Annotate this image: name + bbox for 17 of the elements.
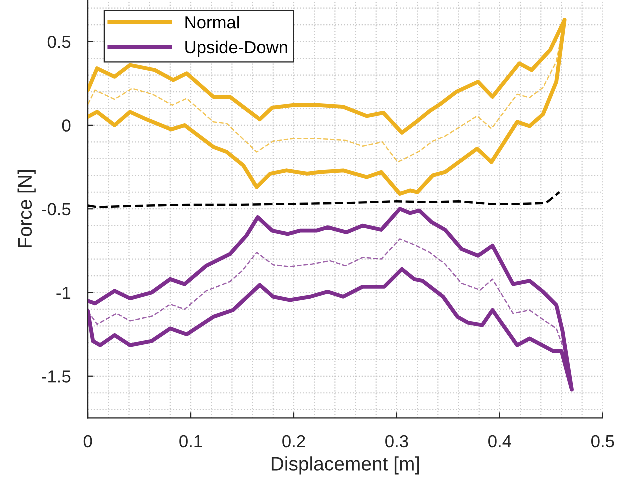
y-axis-title: Force [N] xyxy=(18,170,36,248)
y-tick-label: -1.5 xyxy=(42,370,71,383)
y-tick-label: 0 xyxy=(62,120,71,132)
y-tick-label: 0.5 xyxy=(48,36,71,48)
line-series xyxy=(88,18,567,196)
y-tick-label: -1 xyxy=(56,287,71,300)
line-series xyxy=(88,191,561,209)
legend-label: Normal xyxy=(186,16,240,29)
y-tick-label: -0.5 xyxy=(42,203,71,216)
x-tick-label: 0.2 xyxy=(282,435,306,448)
x-tick-label: 0.1 xyxy=(180,435,202,448)
x-tick-label: 0.3 xyxy=(386,435,408,448)
x-tick-label: 0.4 xyxy=(488,435,512,448)
x-axis-title: Displacement [m] xyxy=(272,456,420,475)
x-tick-label: 0 xyxy=(84,435,92,448)
legend-label: Upside-Down xyxy=(186,40,288,58)
x-tick-label: 0.5 xyxy=(592,435,614,448)
